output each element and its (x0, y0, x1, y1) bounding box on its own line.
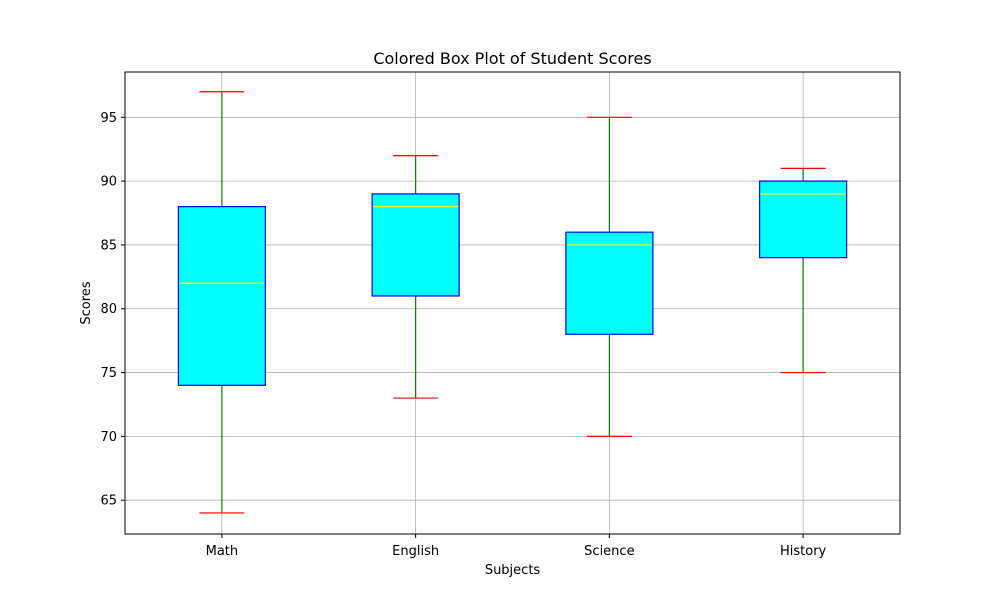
y-tick-label: 85 (100, 238, 117, 253)
box-science (565, 116, 654, 437)
plot-frame (124, 71, 901, 535)
box-math (177, 91, 266, 514)
y-tick-label: 65 (100, 494, 117, 509)
x-axis: Math English Science History (206, 534, 827, 559)
plot-layer (177, 91, 848, 514)
box-history (759, 167, 848, 374)
y-tick-label: 90 (100, 175, 117, 190)
box-english (371, 154, 460, 399)
y-tick-label: 75 (100, 366, 117, 381)
x-tick-label: English (392, 544, 439, 559)
y-axis: 65 70 75 80 85 90 95 (100, 111, 125, 509)
x-tick-label: Science (584, 544, 634, 559)
y-tick-label: 95 (100, 111, 117, 126)
box-iqr (759, 180, 848, 259)
y-tick-label: 70 (100, 430, 117, 445)
box-iqr (371, 193, 460, 297)
box-iqr (565, 231, 654, 335)
chart-title: Colored Box Plot of Student Scores (373, 49, 651, 68)
x-tick-label: Math (206, 544, 239, 559)
box-iqr (177, 206, 266, 386)
y-tick-label: 80 (100, 302, 117, 317)
x-axis-label: Subjects (485, 563, 541, 578)
y-axis-label: Scores (79, 281, 94, 324)
x-tick-label: History (780, 544, 827, 559)
